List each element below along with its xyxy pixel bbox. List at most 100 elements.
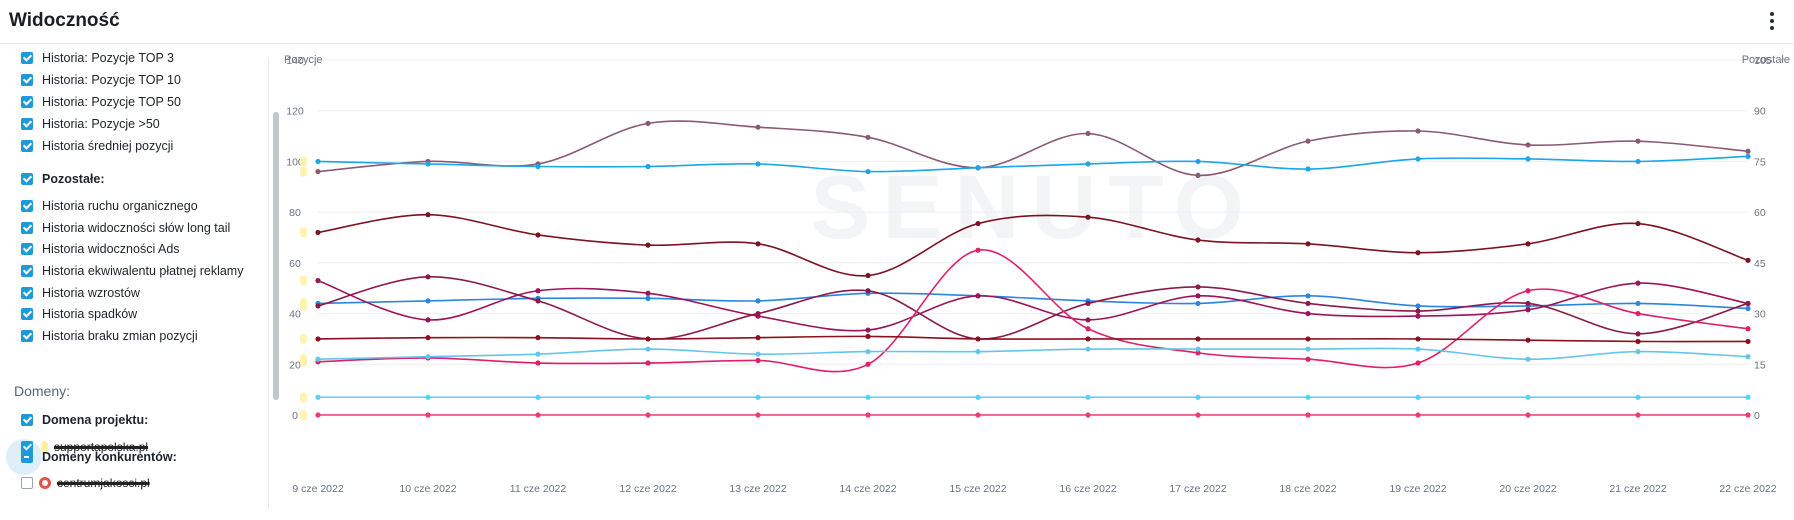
checkbox-label: Domeny konkurentów: — [42, 450, 177, 464]
data-point — [535, 232, 541, 238]
chart-svg: SENUTO 0 20 40 60 80 100 120 140 0 15 30 45 60 75 90 105… — [285, 54, 1790, 495]
checkbox-icon[interactable] — [21, 222, 33, 234]
checkbox-project-domain[interactable]: Domena projektu: — [21, 411, 148, 429]
data-point — [1415, 156, 1421, 162]
data-point — [645, 242, 651, 248]
data-point — [425, 335, 431, 341]
data-point — [755, 298, 761, 304]
checkbox-icon[interactable] — [21, 96, 33, 108]
checkbox-history-top50[interactable]: Historia: Pozycje TOP 50 — [21, 93, 181, 111]
y-left-tick-label: 120 — [286, 106, 304, 118]
sidebar-scrollbar[interactable] — [272, 58, 280, 508]
checkbox-icon[interactable] — [21, 308, 33, 320]
data-point — [755, 310, 761, 317]
data-point — [1635, 412, 1641, 418]
checkbox-ads-visibility[interactable]: Historia widoczności Ads — [21, 240, 180, 258]
data-point — [315, 158, 321, 165]
checkbox-icon[interactable] — [21, 414, 33, 426]
checkbox-group-other[interactable]: Pozostałe: — [21, 170, 105, 188]
checkbox-increases[interactable]: Historia wzrostów — [21, 284, 140, 302]
y-left-tick-label: 80 — [289, 207, 301, 219]
data-point — [645, 394, 651, 400]
data-point — [645, 360, 651, 366]
data-point — [1195, 412, 1201, 418]
data-point — [1305, 300, 1311, 307]
page-title: Widoczność — [9, 10, 120, 31]
data-point — [975, 349, 981, 355]
data-point — [1635, 310, 1641, 317]
checkbox-label: Domena projektu: — [42, 413, 149, 427]
data-point — [1745, 394, 1751, 400]
checkbox-icon[interactable] — [21, 140, 33, 152]
data-point — [1525, 241, 1531, 247]
x-tick-label: 12 cze 2022 — [619, 483, 676, 495]
y-right-tick-label: 105 — [1754, 55, 1772, 67]
data-point — [1415, 336, 1421, 342]
data-point — [865, 168, 871, 175]
data-point — [1195, 237, 1201, 243]
data-point — [645, 290, 651, 296]
checkbox-icon[interactable] — [21, 287, 33, 299]
data-point — [315, 278, 321, 284]
checkbox-icon[interactable] — [21, 200, 33, 212]
checkbox-icon[interactable] — [21, 52, 33, 64]
data-point — [535, 351, 541, 357]
checkbox-long-tail[interactable]: Historia widoczności słów long tail — [21, 219, 230, 237]
series-start-marker — [300, 275, 307, 286]
checkbox-label: Historia ruchu organicznego — [42, 199, 198, 213]
data-point — [535, 298, 541, 304]
series-start-marker — [300, 227, 307, 238]
more-options-icon[interactable] — [1765, 11, 1779, 33]
data-point — [1305, 310, 1311, 317]
data-point — [1525, 142, 1531, 148]
checkbox-paid-equivalent[interactable]: Historia ekwiwalentu płatnej reklamy — [21, 262, 243, 280]
checkbox-icon[interactable] — [21, 265, 33, 277]
checkbox-icon[interactable] — [21, 477, 33, 489]
series-line — [317, 155, 1749, 173]
checkbox-organic-traffic[interactable]: Historia ruchu organicznego — [21, 197, 198, 215]
checkbox-decreases[interactable]: Historia spadków — [21, 305, 137, 323]
data-point — [1085, 394, 1091, 400]
data-point — [425, 394, 431, 400]
data-point — [975, 394, 981, 400]
checkbox-history-top3[interactable]: Historia: Pozycje TOP 3 — [21, 49, 174, 67]
data-point — [535, 412, 541, 418]
checkbox-icon[interactable] — [21, 74, 33, 86]
data-point — [865, 349, 871, 355]
domain-row-competitor[interactable]: centrumjakosci.pl — [21, 474, 150, 492]
series-line — [317, 347, 1749, 361]
series-start-marker — [300, 410, 307, 420]
data-point — [1745, 153, 1751, 159]
series-line — [317, 249, 1749, 373]
y-right-tick-label: 90 — [1754, 106, 1766, 118]
data-point — [315, 168, 321, 175]
checkbox-competitors[interactable]: Domeny konkurentów: — [21, 448, 177, 466]
checkbox-history-over50[interactable]: Historia: Pozycje >50 — [21, 115, 160, 133]
checkbox-icon[interactable] — [21, 243, 33, 255]
data-point — [1415, 313, 1421, 319]
data-point — [755, 357, 761, 364]
checkbox-icon[interactable] — [21, 118, 33, 130]
data-point — [975, 336, 981, 342]
checkbox-icon[interactable] — [21, 173, 33, 185]
data-point — [1085, 300, 1091, 307]
domain-row-project[interactable]: supportapolska.pl — [21, 438, 148, 456]
data-point — [1525, 337, 1531, 343]
x-tick-label: 9 cze 2022 — [292, 483, 344, 495]
checkbox-no-change[interactable]: Historia braku zmian pozycji — [21, 327, 198, 345]
checkbox-label: Historia spadków — [42, 307, 138, 321]
checkbox-history-avg-position[interactable]: Historia średniej pozycji — [21, 137, 173, 155]
data-point — [1525, 300, 1531, 307]
checkbox-partial-icon[interactable] — [21, 451, 33, 463]
data-point — [1085, 214, 1091, 220]
scrollbar-thumb[interactable] — [273, 112, 279, 400]
series-start-marker — [300, 166, 307, 177]
data-point — [535, 394, 541, 400]
data-point — [535, 335, 541, 341]
x-tick-label: 13 cze 2022 — [729, 483, 786, 495]
series-start-marker — [300, 354, 307, 365]
data-point — [315, 412, 321, 418]
checkbox-history-top10[interactable]: Historia: Pozycje TOP 10 — [21, 71, 181, 89]
checkbox-icon[interactable] — [21, 441, 33, 453]
checkbox-icon[interactable] — [21, 330, 33, 342]
